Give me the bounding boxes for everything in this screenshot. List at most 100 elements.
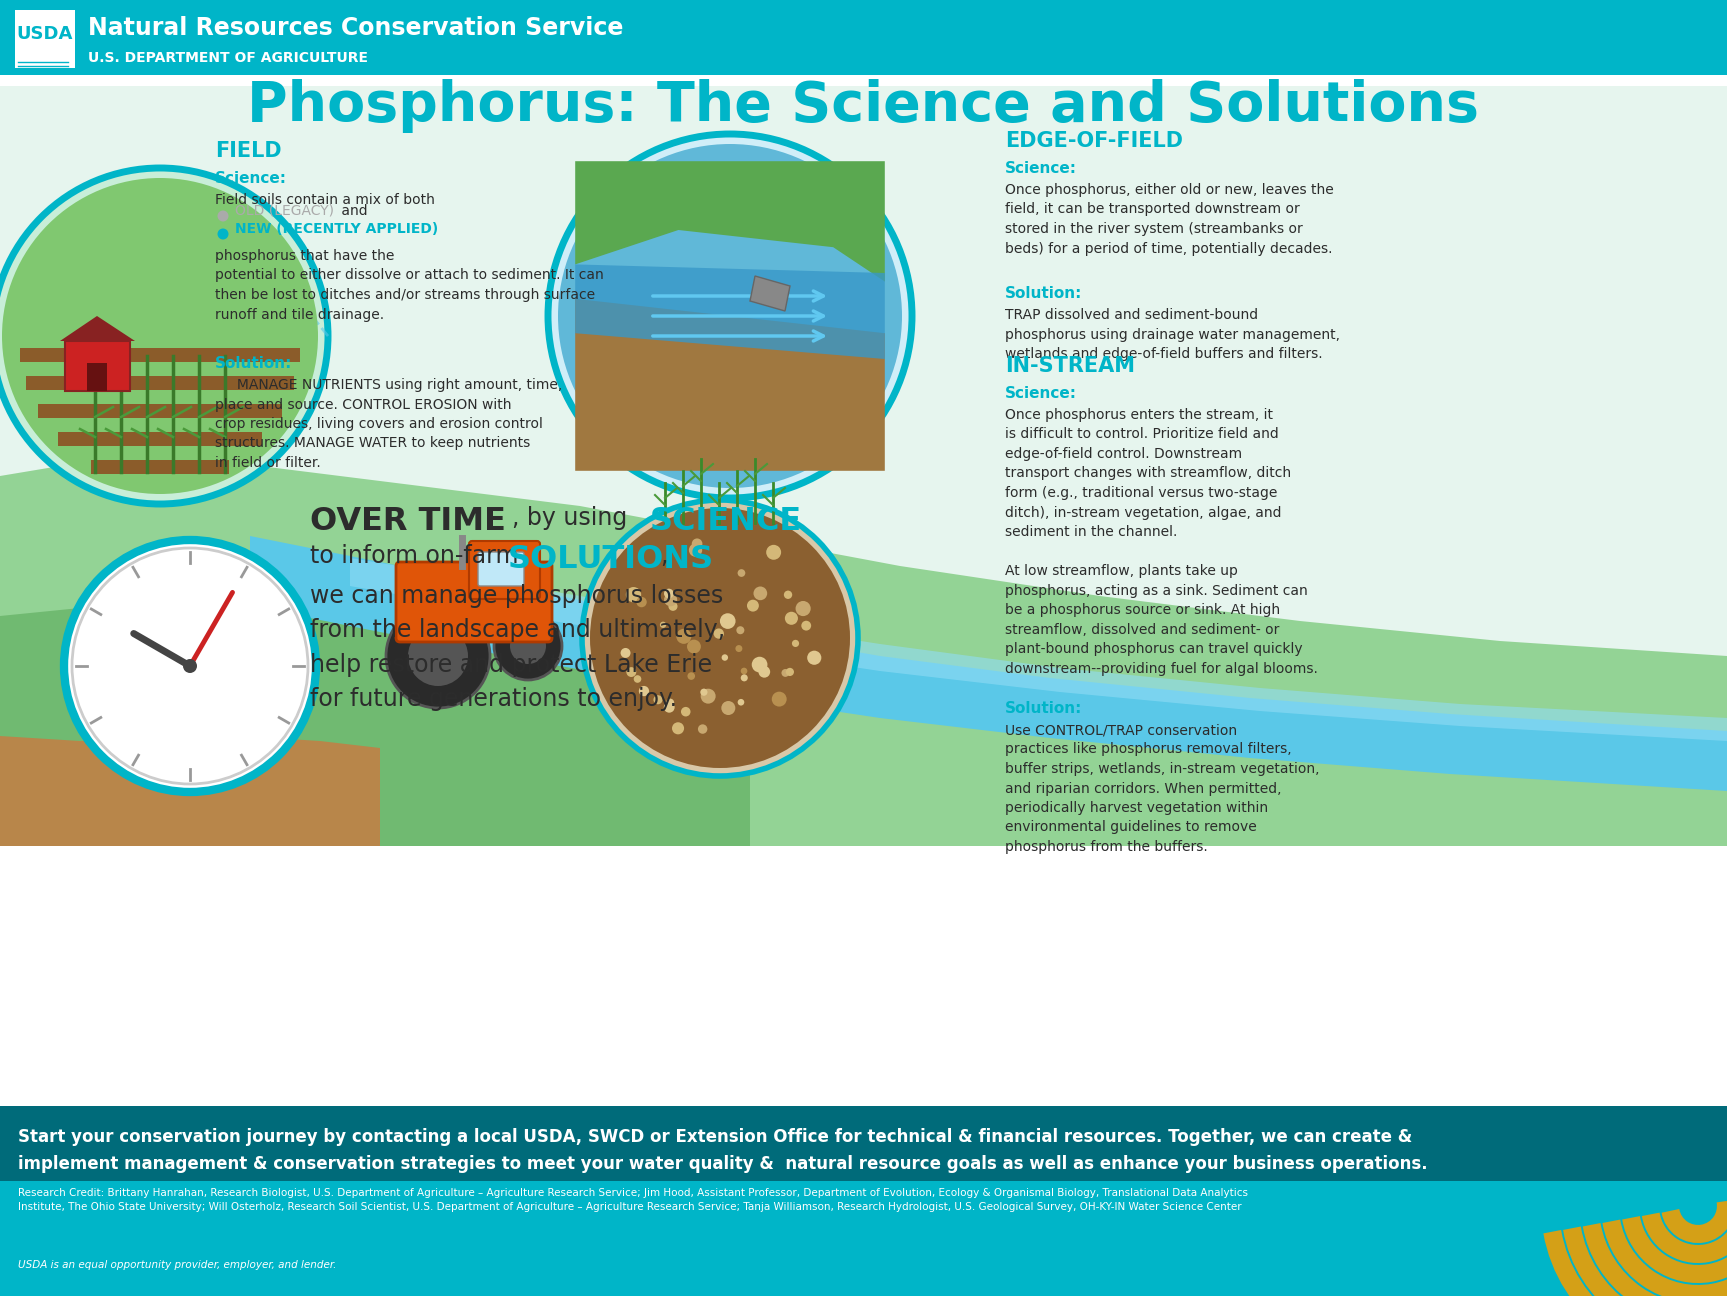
FancyBboxPatch shape bbox=[26, 376, 294, 390]
Circle shape bbox=[701, 688, 715, 704]
Text: Solution:: Solution: bbox=[1005, 701, 1083, 715]
Text: Use CONTROL/TRAP conservation
practices like phosphorus removal filters,
buffer : Use CONTROL/TRAP conservation practices … bbox=[1005, 723, 1319, 854]
FancyBboxPatch shape bbox=[0, 1105, 1727, 1181]
Circle shape bbox=[786, 667, 794, 677]
Text: Solution:: Solution: bbox=[214, 356, 292, 371]
Text: USDA: USDA bbox=[17, 25, 73, 43]
FancyBboxPatch shape bbox=[0, 75, 1727, 1105]
Circle shape bbox=[736, 645, 743, 652]
Text: Science:: Science: bbox=[214, 171, 287, 187]
Polygon shape bbox=[0, 601, 750, 846]
Circle shape bbox=[767, 544, 781, 560]
Circle shape bbox=[713, 629, 724, 639]
Circle shape bbox=[636, 597, 646, 608]
Circle shape bbox=[660, 622, 667, 629]
Circle shape bbox=[668, 601, 677, 610]
Circle shape bbox=[64, 540, 316, 792]
Circle shape bbox=[639, 686, 649, 696]
Circle shape bbox=[793, 640, 800, 647]
FancyBboxPatch shape bbox=[0, 0, 1727, 75]
Circle shape bbox=[582, 500, 858, 776]
Circle shape bbox=[218, 228, 228, 240]
Circle shape bbox=[183, 658, 197, 673]
Circle shape bbox=[0, 168, 328, 504]
FancyBboxPatch shape bbox=[38, 404, 282, 419]
FancyBboxPatch shape bbox=[66, 341, 130, 391]
Polygon shape bbox=[250, 537, 1727, 791]
Circle shape bbox=[2, 178, 318, 494]
Circle shape bbox=[547, 133, 912, 498]
FancyBboxPatch shape bbox=[86, 363, 107, 391]
Circle shape bbox=[665, 594, 677, 607]
Polygon shape bbox=[575, 161, 884, 281]
Polygon shape bbox=[0, 456, 1727, 846]
Circle shape bbox=[218, 210, 228, 222]
Circle shape bbox=[73, 548, 307, 784]
Circle shape bbox=[737, 699, 744, 705]
Circle shape bbox=[627, 667, 636, 677]
Circle shape bbox=[634, 675, 641, 683]
Circle shape bbox=[663, 588, 674, 599]
Circle shape bbox=[748, 600, 758, 612]
Circle shape bbox=[772, 692, 788, 706]
Circle shape bbox=[784, 612, 798, 625]
Circle shape bbox=[796, 601, 810, 616]
Text: TRAP dissolved and sediment-bound
phosphorus using drainage water management,
we: TRAP dissolved and sediment-bound phosph… bbox=[1005, 308, 1340, 362]
Text: ,: , bbox=[660, 544, 667, 568]
Polygon shape bbox=[575, 299, 884, 470]
Text: Once phosphorus, either old or new, leaves the
field, it can be transported down: Once phosphorus, either old or new, leav… bbox=[1005, 183, 1333, 255]
Text: Phosphorus: The Science and Solutions: Phosphorus: The Science and Solutions bbox=[247, 79, 1478, 133]
Text: Research Credit: Brittany Hanrahan, Research Biologist, U.S. Department of Agric: Research Credit: Brittany Hanrahan, Rese… bbox=[17, 1188, 1249, 1212]
Text: and: and bbox=[337, 203, 368, 218]
FancyBboxPatch shape bbox=[470, 540, 541, 599]
Circle shape bbox=[408, 626, 468, 686]
Text: USDA is an equal opportunity provider, employer, and lender.: USDA is an equal opportunity provider, e… bbox=[17, 1260, 337, 1270]
Circle shape bbox=[699, 688, 708, 696]
FancyBboxPatch shape bbox=[0, 1181, 1727, 1296]
Text: Science:: Science: bbox=[1005, 386, 1078, 400]
Text: Start your conservation journey by contacting a local USDA, SWCD or Extension Of: Start your conservation journey by conta… bbox=[17, 1128, 1428, 1173]
Text: OVER TIME: OVER TIME bbox=[311, 505, 506, 537]
Circle shape bbox=[801, 621, 812, 631]
Text: SOLUTIONS: SOLUTIONS bbox=[508, 544, 715, 575]
Text: MANAGE NUTRIENTS using right amount, time,
place and source. CONTROL EROSION wit: MANAGE NUTRIENTS using right amount, tim… bbox=[214, 378, 563, 470]
Circle shape bbox=[667, 699, 674, 706]
Polygon shape bbox=[750, 276, 789, 311]
Circle shape bbox=[689, 543, 703, 557]
Circle shape bbox=[653, 695, 663, 704]
Polygon shape bbox=[351, 559, 1727, 741]
Circle shape bbox=[722, 701, 736, 715]
Text: Once phosphorus enters the stream, it
is difficult to control. Prioritize field : Once phosphorus enters the stream, it is… bbox=[1005, 408, 1318, 675]
Text: Natural Resources Conservation Service: Natural Resources Conservation Service bbox=[88, 16, 623, 40]
Text: SCIENCE: SCIENCE bbox=[649, 505, 801, 537]
FancyBboxPatch shape bbox=[478, 552, 523, 586]
Circle shape bbox=[625, 587, 641, 603]
Polygon shape bbox=[0, 736, 380, 846]
Text: IN-STREAM: IN-STREAM bbox=[1005, 356, 1135, 376]
Circle shape bbox=[736, 626, 744, 634]
Circle shape bbox=[741, 667, 748, 674]
Text: Field soils contain a mix of both: Field soils contain a mix of both bbox=[214, 193, 435, 207]
Circle shape bbox=[784, 591, 793, 599]
Circle shape bbox=[687, 640, 701, 653]
Circle shape bbox=[663, 702, 675, 713]
Circle shape bbox=[620, 648, 630, 658]
Circle shape bbox=[672, 722, 684, 735]
Circle shape bbox=[781, 669, 789, 677]
Circle shape bbox=[698, 724, 708, 734]
Text: to inform on-farm: to inform on-farm bbox=[311, 544, 527, 568]
Circle shape bbox=[758, 666, 770, 678]
Text: Science:: Science: bbox=[1005, 161, 1078, 176]
Circle shape bbox=[677, 629, 691, 644]
Circle shape bbox=[751, 657, 767, 673]
FancyBboxPatch shape bbox=[59, 432, 263, 446]
Text: we can manage phosphorus losses
from the landscape and ultimately,
help restore : we can manage phosphorus losses from the… bbox=[311, 584, 725, 712]
Text: OLD (LEGACY): OLD (LEGACY) bbox=[235, 203, 333, 218]
Text: Solution:: Solution: bbox=[1005, 286, 1083, 301]
FancyBboxPatch shape bbox=[92, 460, 230, 474]
Circle shape bbox=[387, 604, 490, 708]
Circle shape bbox=[737, 569, 746, 577]
Circle shape bbox=[591, 508, 850, 769]
Text: EDGE-OF-FIELD: EDGE-OF-FIELD bbox=[1005, 131, 1183, 152]
Text: U.S. DEPARTMENT OF AGRICULTURE: U.S. DEPARTMENT OF AGRICULTURE bbox=[88, 51, 368, 65]
